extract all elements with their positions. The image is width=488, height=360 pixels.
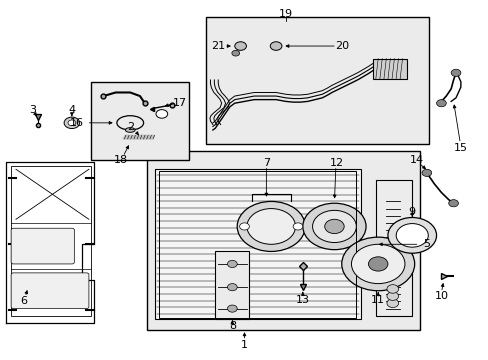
Text: 14: 14 <box>409 156 423 165</box>
Text: 3: 3 <box>29 105 37 115</box>
Polygon shape <box>122 135 154 139</box>
Bar <box>205 18 428 144</box>
FancyBboxPatch shape <box>11 273 89 309</box>
Circle shape <box>395 224 427 247</box>
Circle shape <box>387 217 436 253</box>
Circle shape <box>448 200 458 207</box>
Bar <box>372 59 407 79</box>
Circle shape <box>227 305 237 312</box>
Circle shape <box>234 42 246 50</box>
Text: 6: 6 <box>20 296 27 306</box>
Text: 7: 7 <box>262 158 269 168</box>
Text: 21: 21 <box>210 41 224 51</box>
Circle shape <box>312 210 356 243</box>
Text: 4: 4 <box>68 105 75 115</box>
Text: 15: 15 <box>453 143 467 153</box>
Bar <box>215 251 249 319</box>
Text: 16: 16 <box>70 118 83 128</box>
Circle shape <box>386 285 398 293</box>
Circle shape <box>450 69 460 76</box>
Circle shape <box>351 244 404 284</box>
Circle shape <box>227 284 237 291</box>
Text: 11: 11 <box>370 295 385 305</box>
Circle shape <box>227 260 237 267</box>
Circle shape <box>386 292 398 300</box>
Text: 12: 12 <box>329 158 343 168</box>
Circle shape <box>324 219 344 234</box>
Circle shape <box>237 202 305 251</box>
Text: 8: 8 <box>228 321 235 332</box>
Text: 17: 17 <box>173 98 187 108</box>
Bar <box>147 152 419 330</box>
Circle shape <box>239 223 249 230</box>
Ellipse shape <box>125 128 135 132</box>
Circle shape <box>292 223 302 230</box>
Circle shape <box>421 169 431 176</box>
Bar <box>11 166 91 316</box>
Circle shape <box>302 203 366 249</box>
Circle shape <box>246 208 295 244</box>
Circle shape <box>436 100 446 107</box>
Circle shape <box>386 299 398 307</box>
Circle shape <box>68 120 76 126</box>
Text: 19: 19 <box>278 9 292 19</box>
Circle shape <box>368 257 387 271</box>
Text: 10: 10 <box>433 291 447 301</box>
Bar <box>154 169 361 319</box>
Circle shape <box>341 237 414 291</box>
Circle shape <box>270 42 282 50</box>
Text: 9: 9 <box>408 207 415 217</box>
Text: 13: 13 <box>295 295 309 305</box>
Circle shape <box>156 110 167 118</box>
Text: 5: 5 <box>423 239 429 249</box>
Bar <box>91 82 188 160</box>
Text: 1: 1 <box>241 340 247 350</box>
Text: 18: 18 <box>113 156 127 165</box>
Circle shape <box>64 117 80 129</box>
Text: 2: 2 <box>126 122 134 132</box>
FancyBboxPatch shape <box>11 228 74 264</box>
Circle shape <box>231 50 239 56</box>
Bar <box>159 171 356 318</box>
Bar <box>375 180 411 316</box>
Text: 20: 20 <box>334 41 348 51</box>
